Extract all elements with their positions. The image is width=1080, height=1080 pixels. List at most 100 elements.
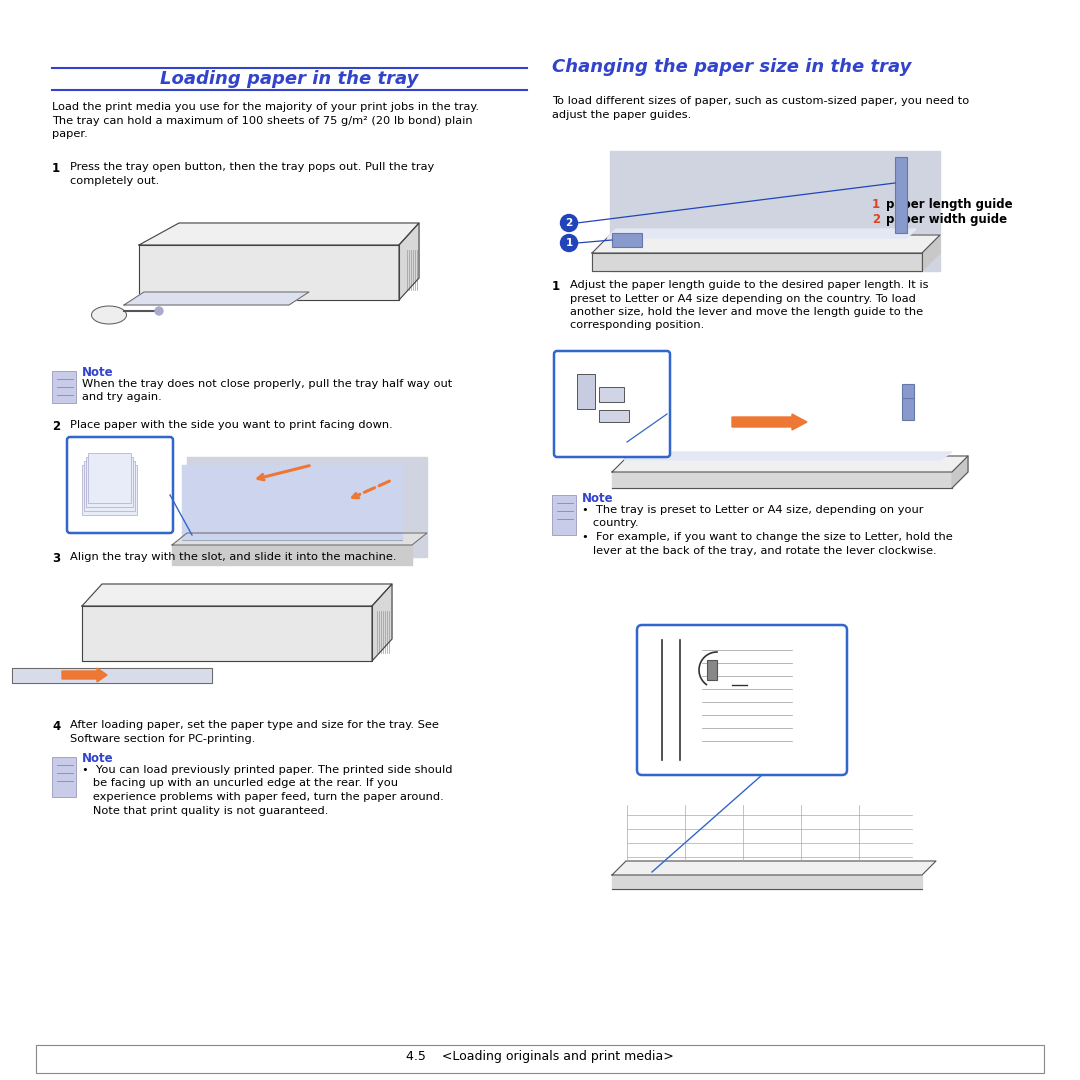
Text: be facing up with an uncurled edge at the rear. If you: be facing up with an uncurled edge at th… [82, 779, 399, 788]
Bar [552, 495, 576, 535]
Text: 2: 2 [872, 213, 880, 226]
Polygon shape [612, 456, 968, 472]
Text: Adjust the paper length guide to the desired paper length. It is: Adjust the paper length guide to the des… [570, 280, 929, 291]
Text: When the tray does not close properly, pull the tray half way out: When the tray does not close properly, p… [82, 379, 453, 389]
Polygon shape [172, 545, 411, 565]
Text: •  The tray is preset to Letter or A4 size, depending on your: • The tray is preset to Letter or A4 siz… [582, 505, 923, 515]
Text: 1: 1 [52, 162, 60, 175]
Text: |: | [769, 651, 771, 658]
Text: adjust the paper guides.: adjust the paper guides. [552, 109, 691, 120]
Text: •  You can load previously printed paper. The printed side should: • You can load previously printed paper.… [82, 765, 453, 775]
Circle shape [561, 215, 578, 231]
Text: corresponding position.: corresponding position. [570, 321, 704, 330]
Text: |: | [777, 651, 779, 658]
Bar [599, 410, 629, 422]
Text: |: | [753, 651, 755, 658]
Polygon shape [172, 534, 427, 545]
Text: completely out.: completely out. [70, 175, 159, 186]
Polygon shape [607, 229, 916, 238]
Text: Note that print quality is not guaranteed.: Note that print quality is not guarantee… [82, 806, 328, 815]
FancyArrow shape [62, 669, 107, 681]
Polygon shape [139, 222, 419, 245]
Polygon shape [82, 584, 392, 606]
Text: |: | [773, 651, 775, 658]
Text: Software section for PC-printing.: Software section for PC-printing. [70, 733, 255, 743]
Text: Note: Note [82, 366, 113, 379]
Text: and try again.: and try again. [82, 392, 162, 402]
Polygon shape [951, 456, 968, 488]
Polygon shape [187, 457, 427, 557]
Ellipse shape [92, 306, 126, 324]
Text: experience problems with paper feed, turn the paper around.: experience problems with paper feed, tur… [82, 792, 444, 802]
Text: Press the tray open button, then the tray pops out. Pull the tray: Press the tray open button, then the tra… [70, 162, 434, 172]
Text: country.: country. [582, 518, 638, 528]
Polygon shape [612, 875, 922, 889]
Circle shape [156, 307, 163, 315]
Text: paper width guide: paper width guide [886, 213, 1008, 226]
Text: After loading paper, set the paper type and size for the tray. See: After loading paper, set the paper type … [70, 720, 438, 730]
Text: Place paper with the side you want to print facing down.: Place paper with the side you want to pr… [70, 420, 393, 430]
Text: |: | [765, 651, 767, 658]
Bar [577, 374, 595, 409]
Bar [36, 1045, 1044, 1074]
Polygon shape [624, 453, 951, 460]
Text: Load the print media you use for the majority of your print jobs in the tray.: Load the print media you use for the maj… [52, 102, 480, 112]
Text: 4.5    <Loading originals and print media>: 4.5 <Loading originals and print media> [406, 1050, 674, 1063]
Text: |: | [757, 651, 759, 658]
Bar [52, 372, 76, 403]
Bar [82, 465, 137, 515]
Text: |: | [760, 651, 764, 658]
Text: Align the tray with the slot, and slide it into the machine.: Align the tray with the slot, and slide … [70, 552, 396, 562]
Bar [902, 399, 914, 420]
Polygon shape [12, 669, 212, 683]
Bar [87, 453, 131, 503]
Polygon shape [612, 861, 936, 875]
FancyBboxPatch shape [554, 351, 670, 457]
Polygon shape [82, 606, 372, 661]
Bar [895, 157, 907, 233]
Text: •  For example, if you want to change the size to Letter, hold the: • For example, if you want to change the… [582, 532, 953, 542]
Bar [52, 757, 76, 797]
Text: preset to Letter or A4 size depending on the country. To load: preset to Letter or A4 size depending on… [570, 294, 916, 303]
FancyBboxPatch shape [637, 625, 847, 775]
Text: 2: 2 [52, 420, 60, 433]
Text: paper length guide: paper length guide [886, 198, 1013, 211]
Text: another size, hold the lever and move the length guide to the: another size, hold the lever and move th… [570, 307, 923, 318]
Text: 1: 1 [552, 280, 561, 293]
Circle shape [561, 234, 578, 252]
FancyArrow shape [732, 414, 807, 430]
Polygon shape [372, 584, 392, 661]
Text: Note: Note [82, 752, 113, 765]
Text: LTR: LTR [707, 680, 725, 690]
Text: paper.: paper. [52, 129, 87, 139]
Polygon shape [139, 245, 399, 300]
Bar [612, 233, 642, 247]
Text: |: | [748, 651, 752, 658]
Polygon shape [124, 292, 309, 305]
Text: To load different sizes of paper, such as custom-sized paper, you need to: To load different sizes of paper, such a… [552, 96, 969, 106]
Bar [599, 387, 624, 402]
Text: The tray can hold a maximum of 100 sheets of 75 g/m² (20 lb bond) plain: The tray can hold a maximum of 100 sheet… [52, 116, 473, 125]
Polygon shape [183, 465, 402, 540]
Text: 2: 2 [565, 218, 572, 228]
Polygon shape [399, 222, 419, 300]
Polygon shape [592, 235, 940, 253]
Bar [707, 660, 717, 680]
Text: Changing the paper size in the tray: Changing the paper size in the tray [552, 58, 912, 76]
FancyBboxPatch shape [67, 437, 173, 534]
Bar [86, 457, 133, 507]
Polygon shape [922, 235, 940, 271]
Text: Loading paper in the tray: Loading paper in the tray [160, 70, 418, 87]
Bar [902, 384, 914, 399]
Text: 1: 1 [565, 238, 572, 248]
Text: 3: 3 [52, 552, 60, 565]
Bar [84, 461, 135, 511]
Polygon shape [612, 472, 951, 488]
Text: lever at the back of the tray, and rotate the lever clockwise.: lever at the back of the tray, and rotat… [582, 545, 936, 555]
Text: 1: 1 [872, 198, 880, 211]
Text: A4: A4 [707, 652, 720, 662]
Text: Note: Note [582, 492, 613, 505]
Polygon shape [592, 253, 922, 271]
Polygon shape [610, 151, 940, 271]
Text: 4: 4 [52, 720, 60, 733]
